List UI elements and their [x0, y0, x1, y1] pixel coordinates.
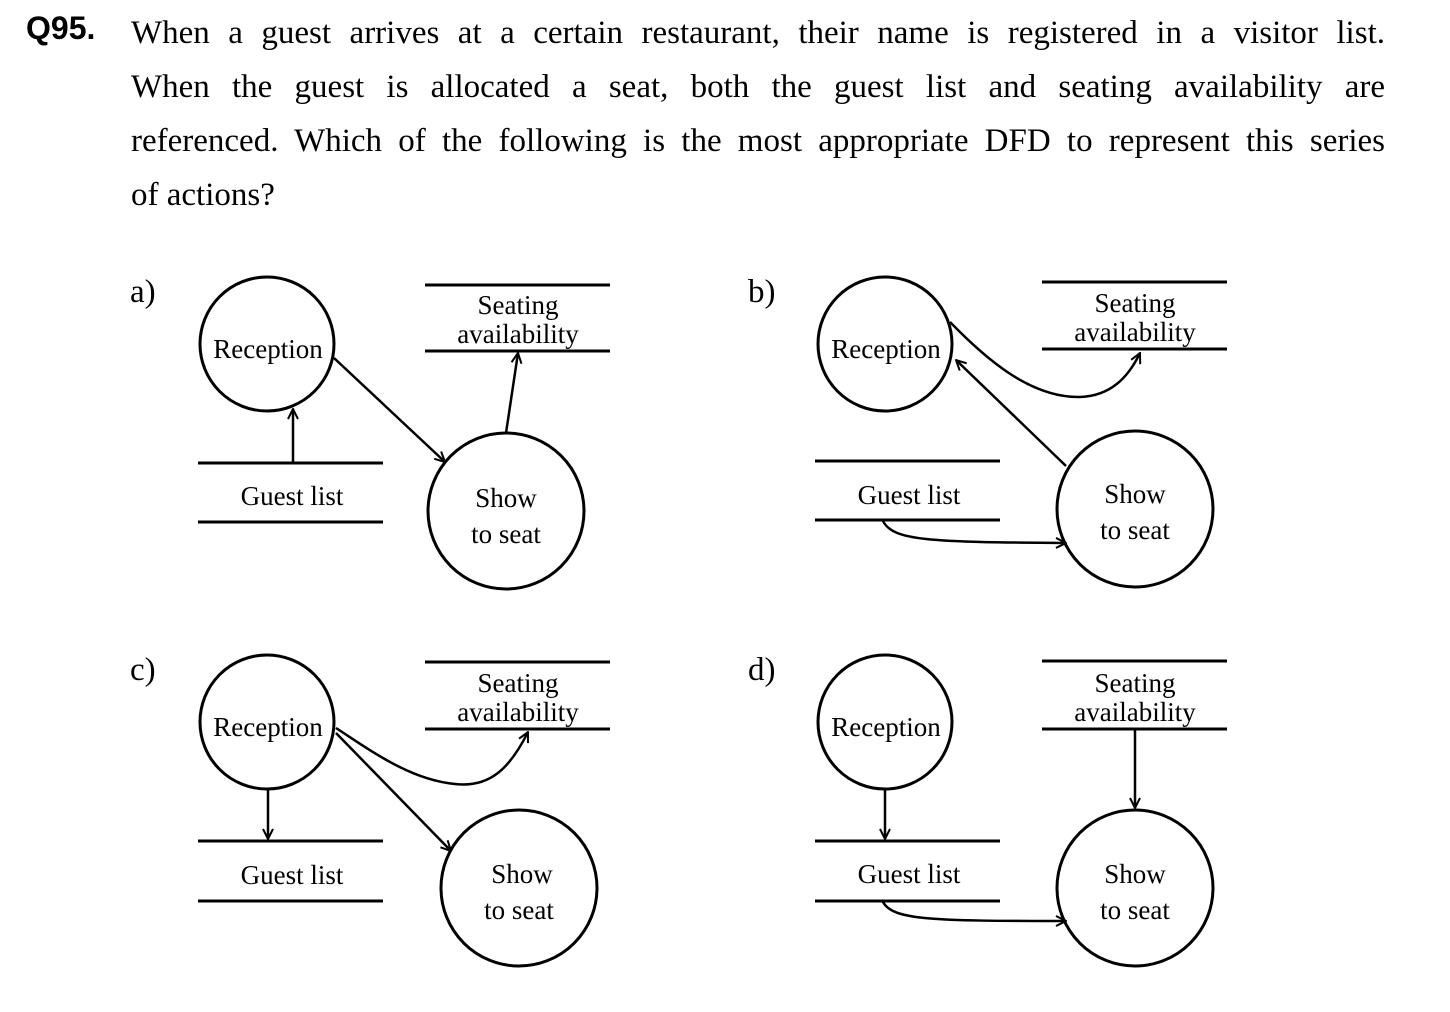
- seating-label-1: Seating: [1095, 288, 1176, 318]
- process-reception: [198, 653, 336, 791]
- option-c-diagram[interactable]: c) Reception Seating availability Guest …: [130, 652, 610, 968]
- seating-label-1: Seating: [1095, 668, 1176, 698]
- option-d-label: d): [748, 652, 776, 688]
- flow-reception-to-seating: [949, 321, 1140, 399]
- seating-label-1: Seating: [478, 290, 559, 320]
- show-label-2: to seat: [484, 895, 554, 925]
- show-label-2: to seat: [471, 519, 541, 549]
- question-line-2: When the guest is allocated a seat, both…: [131, 69, 1385, 105]
- guest-list-label: Guest list: [241, 860, 344, 890]
- option-a-label: a): [130, 274, 156, 310]
- reception-label: Reception: [831, 712, 941, 742]
- reception-label: Reception: [831, 334, 941, 364]
- show-label-1: Show: [475, 483, 537, 513]
- seating-label-2: availability: [457, 697, 579, 727]
- process-reception: [816, 275, 954, 413]
- flow-reception-to-seating: [335, 726, 530, 786]
- seating-label-2: availability: [1074, 317, 1196, 347]
- flow-show-to-reception: [956, 360, 1067, 467]
- show-label-1: Show: [491, 859, 553, 889]
- flow-reception-to-show: [333, 357, 445, 462]
- show-label-1: Show: [1104, 859, 1166, 889]
- seating-label-1: Seating: [478, 668, 559, 698]
- process-reception: [198, 275, 336, 413]
- question-line-1: When a guest arrives at a certain restau…: [131, 15, 1385, 51]
- guest-list-label: Guest list: [858, 480, 961, 510]
- process-show-to-seat: [1055, 808, 1215, 968]
- show-label-1: Show: [1104, 479, 1166, 509]
- option-c-label: c): [130, 652, 156, 688]
- show-label-2: to seat: [1100, 895, 1170, 925]
- option-a-diagram[interactable]: a) Reception Seating availability Guest …: [130, 274, 610, 591]
- flow-guest-to-show: [881, 520, 1066, 543]
- reception-label: Reception: [213, 712, 323, 742]
- question-number: Q95.: [26, 10, 96, 46]
- process-reception: [816, 653, 954, 791]
- flow-show-to-seating: [504, 353, 518, 434]
- question-line-3: referenced. Which of the following is th…: [131, 123, 1385, 159]
- option-b-diagram[interactable]: b) Reception Seating availability Guest …: [748, 274, 1227, 589]
- option-d-diagram[interactable]: d) Reception Seating availability Guest …: [748, 652, 1227, 968]
- option-b-label: b): [748, 274, 776, 310]
- process-show-to-seat: [439, 808, 599, 968]
- question-line-4: of actions?: [131, 177, 275, 213]
- flow-reception-to-show: [335, 732, 451, 851]
- guest-list-label: Guest list: [858, 859, 961, 889]
- guest-list-label: Guest list: [241, 481, 344, 511]
- reception-label: Reception: [213, 334, 323, 364]
- seating-label-2: availability: [1074, 697, 1196, 727]
- question-text: When a guest arrives at a certain restau…: [131, 6, 1385, 222]
- flow-guest-to-show: [881, 901, 1066, 921]
- show-label-2: to seat: [1100, 515, 1170, 545]
- seating-label-2: availability: [457, 319, 579, 349]
- process-show-to-seat: [1055, 429, 1215, 589]
